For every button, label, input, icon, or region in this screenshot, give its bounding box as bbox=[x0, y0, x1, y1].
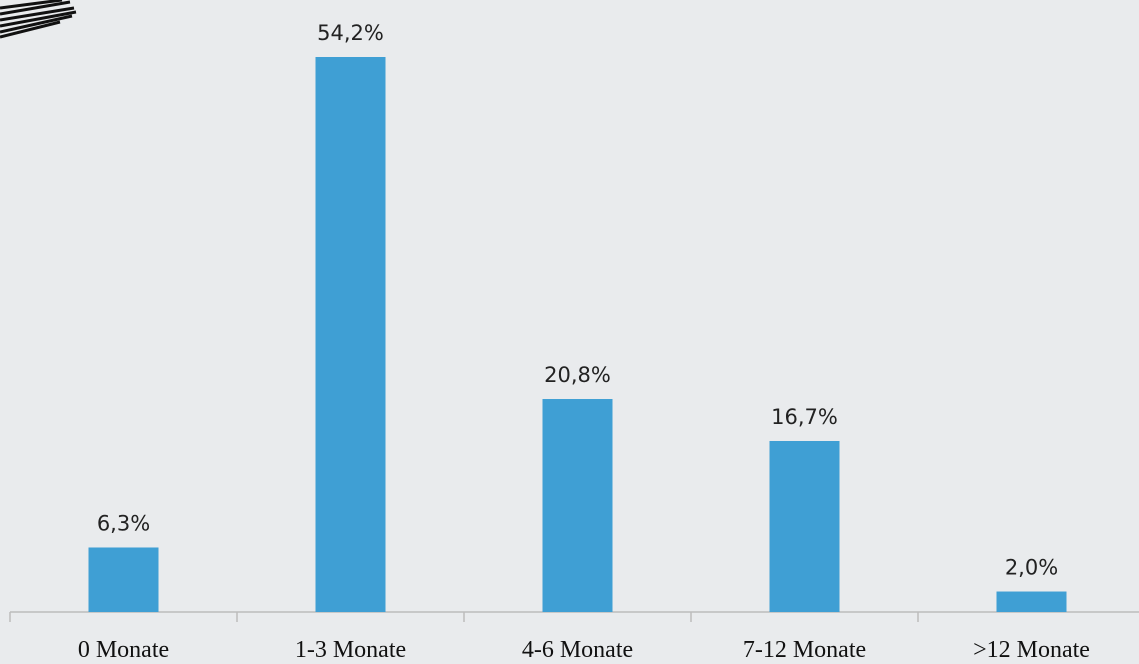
bar bbox=[542, 399, 613, 612]
x-tick-label: 4-6 Monate bbox=[522, 637, 633, 663]
value-label: 54,2% bbox=[317, 21, 384, 45]
x-tick-label: 1-3 Monate bbox=[295, 637, 406, 663]
value-label: 2,0% bbox=[1005, 556, 1058, 580]
value-label: 6,3% bbox=[97, 511, 150, 535]
bar bbox=[769, 440, 840, 612]
scribble-strokes bbox=[0, 0, 77, 39]
scribble bbox=[0, 0, 77, 39]
bar bbox=[88, 547, 159, 612]
value-label: 16,7% bbox=[771, 405, 838, 429]
bar bbox=[996, 591, 1067, 612]
x-tick-label: >12 Monate bbox=[973, 637, 1090, 663]
bar bbox=[315, 57, 386, 612]
value-label: 20,8% bbox=[544, 363, 611, 387]
x-tick-label: 0 Monate bbox=[78, 637, 169, 663]
x-tick-label: 7-12 Monate bbox=[743, 637, 866, 663]
